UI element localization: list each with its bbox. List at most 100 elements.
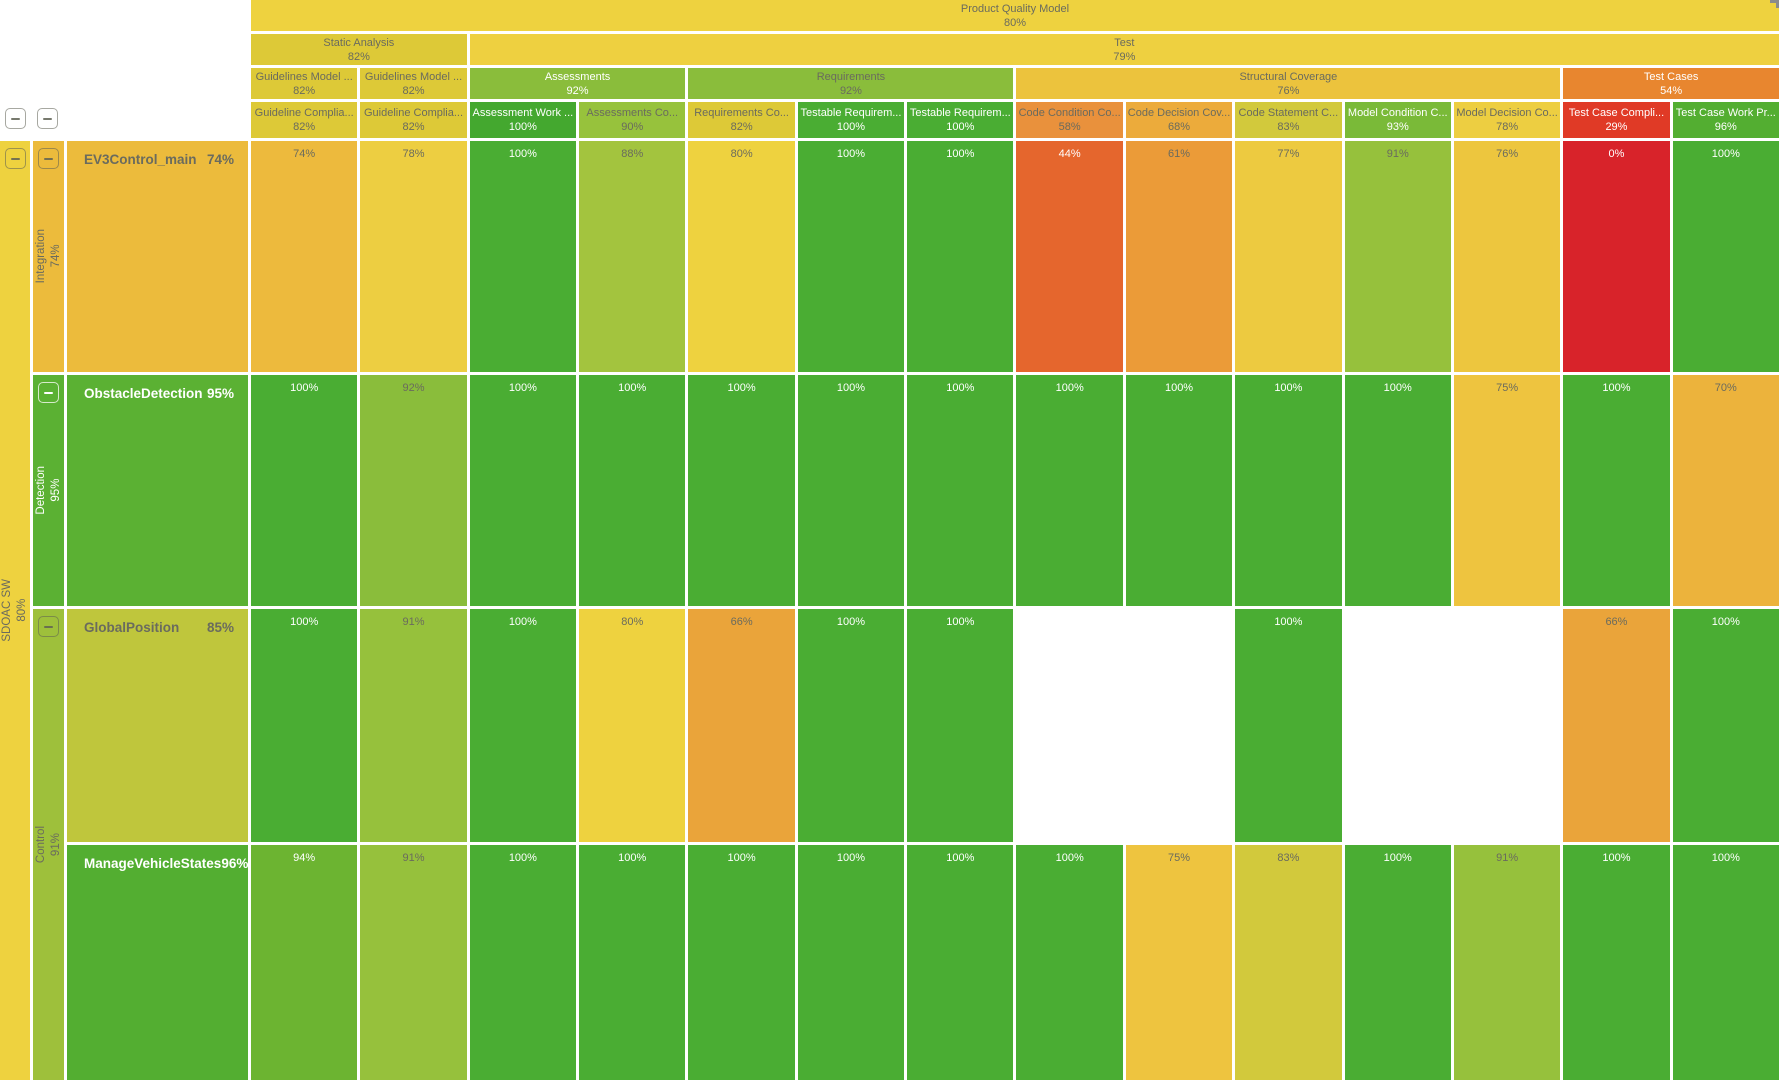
- metric-cell[interactable]: 100%: [1235, 609, 1342, 842]
- metric-cell[interactable]: 100%: [797, 141, 905, 372]
- metric-cell[interactable]: 100%: [1672, 609, 1779, 842]
- header-label: Static Analysis: [323, 36, 395, 49]
- collapse-group-node-button[interactable]: [38, 148, 59, 169]
- metric-cell[interactable]: 66%: [1563, 609, 1670, 842]
- header-metric-column[interactable]: Code Decision Cov... 68%: [1125, 102, 1233, 138]
- metric-cell[interactable]: 100%: [579, 845, 686, 1080]
- metric-cell[interactable]: 100%: [1235, 375, 1342, 606]
- header-category-assessments[interactable]: Assessments 92%: [469, 68, 686, 99]
- header-metric-column[interactable]: Assessments Co... 90%: [579, 102, 686, 138]
- metric-cell[interactable]: 88%: [579, 141, 686, 372]
- metric-cell[interactable]: 100%: [1344, 845, 1451, 1080]
- metric-cell[interactable]: 80%: [688, 141, 795, 372]
- metric-cell[interactable]: 100%: [1016, 845, 1123, 1080]
- metric-cell[interactable]: 77%: [1235, 141, 1342, 372]
- header-label: Guidelines Model ...: [364, 70, 463, 83]
- metric-cell[interactable]: 0%: [1563, 141, 1670, 372]
- collapse-root-node-button[interactable]: [5, 148, 26, 169]
- metric-cell[interactable]: 100%: [469, 141, 577, 372]
- component-row-label[interactable]: EV3Control_main 74%: [67, 141, 248, 372]
- metric-cell[interactable]: 100%: [1125, 375, 1233, 606]
- header-metric-column[interactable]: Guideline Complia... 82%: [360, 102, 467, 138]
- metric-cell[interactable]: 100%: [688, 845, 795, 1080]
- metric-cell[interactable]: 92%: [360, 375, 467, 606]
- component-row-label[interactable]: ManageVehicleStates 96%: [67, 845, 248, 1080]
- metric-cell[interactable]: 100%: [797, 375, 905, 606]
- header-metric-column[interactable]: Guideline Complia... 82%: [251, 102, 358, 138]
- metric-cell[interactable]: 100%: [251, 375, 358, 606]
- metric-cell[interactable]: 100%: [797, 845, 905, 1080]
- header-metric-column[interactable]: Testable Requirem... 100%: [797, 102, 905, 138]
- metric-cell[interactable]: 100%: [1672, 845, 1779, 1080]
- header-category-test-cases[interactable]: Test Cases 54%: [1563, 68, 1779, 99]
- metric-cell[interactable]: 76%: [1453, 141, 1561, 372]
- minus-icon: [11, 117, 20, 120]
- metric-cell[interactable]: 70%: [1672, 375, 1779, 606]
- header-metric-column[interactable]: Test Case Compli... 29%: [1563, 102, 1670, 138]
- collapse-root-column-button[interactable]: [5, 108, 26, 129]
- metric-cell[interactable]: 91%: [360, 845, 467, 1080]
- metric-cell[interactable]: 91%: [1453, 845, 1561, 1080]
- metric-value: 100%: [1602, 382, 1631, 394]
- metric-cell[interactable]: 100%: [907, 609, 1014, 842]
- metric-cell[interactable]: 100%: [1344, 375, 1451, 606]
- metric-cell[interactable]: 100%: [469, 845, 577, 1080]
- metric-cell[interactable]: 100%: [469, 375, 577, 606]
- header-metric-column[interactable]: Model Condition C... 93%: [1344, 102, 1451, 138]
- metric-cell[interactable]: 100%: [907, 375, 1014, 606]
- header-category-structural-coverage[interactable]: Structural Coverage 76%: [1016, 68, 1561, 99]
- header-metric-column[interactable]: Code Condition Co... 58%: [1016, 102, 1123, 138]
- metric-cell[interactable]: 44%: [1016, 141, 1123, 372]
- metric-cell[interactable]: 100%: [251, 609, 358, 842]
- header-metric-column[interactable]: Testable Requirem... 100%: [907, 102, 1014, 138]
- metric-cell[interactable]: 100%: [1563, 845, 1670, 1080]
- header-metric-column[interactable]: Test Case Work Pr... 96%: [1672, 102, 1779, 138]
- metric-cell[interactable]: 100%: [797, 609, 905, 842]
- header-category-guidelines-model[interactable]: Guidelines Model ... 82%: [251, 68, 358, 99]
- group-node-detection[interactable]: Detection 95%: [33, 375, 64, 606]
- metric-cell[interactable]: 100%: [907, 845, 1014, 1080]
- header-label: Product Quality Model: [960, 2, 1070, 15]
- header-test[interactable]: Test 79%: [469, 34, 1779, 65]
- group-node-control[interactable]: Control 91%: [33, 609, 64, 1080]
- metric-cell[interactable]: 75%: [1125, 845, 1233, 1080]
- header-product-quality-model[interactable]: Product Quality Model 80%: [251, 0, 1779, 31]
- metric-cell[interactable]: 100%: [1672, 141, 1779, 372]
- metric-value: 83%: [1277, 852, 1300, 864]
- metric-value: 100%: [618, 382, 647, 394]
- metric-cell[interactable]: 100%: [907, 141, 1014, 372]
- header-metric-column[interactable]: Assessment Work ... 100%: [469, 102, 577, 138]
- header-value: 82%: [402, 121, 425, 133]
- metric-cell[interactable]: 74%: [251, 141, 358, 372]
- header-metric-column[interactable]: Model Decision Co... 78%: [1453, 102, 1561, 138]
- metric-cell[interactable]: 78%: [360, 141, 467, 372]
- metric-cell[interactable]: 100%: [579, 375, 686, 606]
- component-row-label[interactable]: GlobalPosition 85%: [67, 609, 248, 842]
- metric-cell[interactable]: 100%: [1563, 375, 1670, 606]
- component-row-label[interactable]: ObstacleDetection 95%: [67, 375, 248, 606]
- header-category-requirements[interactable]: Requirements 92%: [688, 68, 1014, 99]
- root-node-sdoac-sw[interactable]: SDOAC SW 80%: [0, 141, 30, 1080]
- metric-cell[interactable]: 91%: [360, 609, 467, 842]
- metric-cell[interactable]: 80%: [579, 609, 686, 842]
- header-metric-column[interactable]: Requirements Co... 82%: [688, 102, 795, 138]
- header-metric-column[interactable]: Code Statement C... 83%: [1235, 102, 1342, 138]
- group-label: Integration 74%: [34, 229, 62, 284]
- metric-cell[interactable]: 94%: [251, 845, 358, 1080]
- metric-cell[interactable]: 91%: [1344, 141, 1451, 372]
- collapse-group-column-button[interactable]: [37, 108, 58, 129]
- header-static-analysis[interactable]: Static Analysis 82%: [251, 34, 467, 65]
- metric-cell[interactable]: 75%: [1453, 375, 1561, 606]
- metric-cell[interactable]: 66%: [688, 609, 795, 842]
- metric-cell[interactable]: 61%: [1125, 141, 1233, 372]
- metric-value: 100%: [508, 616, 537, 628]
- metric-value: 100%: [1274, 616, 1303, 628]
- collapse-group-node-button[interactable]: [38, 616, 59, 637]
- metric-cell[interactable]: 100%: [1016, 375, 1123, 606]
- group-node-integration[interactable]: Integration 74%: [33, 141, 64, 372]
- collapse-group-node-button[interactable]: [38, 382, 59, 403]
- metric-cell[interactable]: 100%: [469, 609, 577, 842]
- metric-cell[interactable]: 83%: [1235, 845, 1342, 1080]
- metric-cell[interactable]: 100%: [688, 375, 795, 606]
- header-category-guidelines-model[interactable]: Guidelines Model ... 82%: [360, 68, 467, 99]
